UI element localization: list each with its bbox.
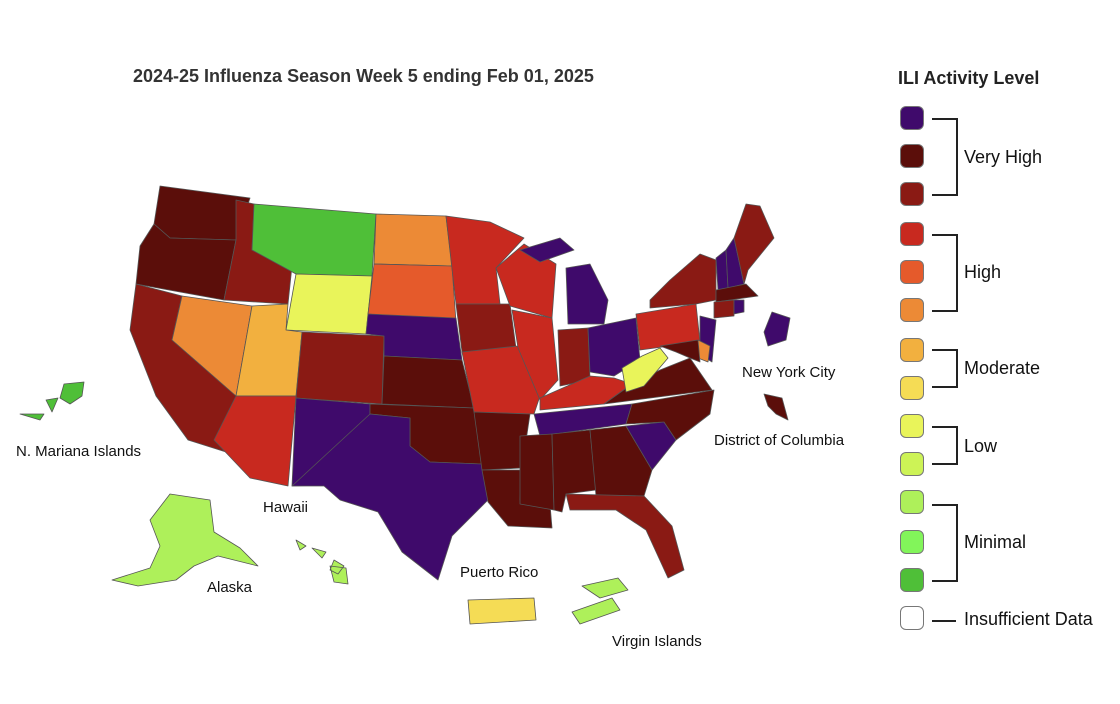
legend-swatch-level-12 — [900, 144, 924, 168]
state-wyoming[interactable] — [285, 273, 373, 335]
bracket-minimal — [932, 504, 958, 582]
legend-swatch-level-5 — [900, 414, 924, 438]
state-kansas[interactable] — [381, 355, 475, 409]
bracket-moderate — [932, 349, 958, 388]
legend-swatch-level-0 — [900, 606, 924, 630]
state-puerto-rico[interactable] — [467, 597, 537, 625]
state-n-mariana-islands[interactable] — [19, 381, 85, 421]
state-mississippi[interactable] — [519, 433, 555, 511]
legend-label-minimal: Minimal — [964, 532, 1027, 552]
label-virgin-islands: Virgin Islands — [612, 633, 702, 650]
legend-swatch-level-6 — [900, 376, 924, 400]
state-maryland[interactable] — [659, 339, 701, 363]
bracket-very-high — [932, 118, 958, 196]
state-rhode-island[interactable] — [733, 299, 745, 315]
legend-label-very-high: Very High — [964, 147, 1043, 167]
state-arizona[interactable] — [213, 395, 297, 487]
state-new-york-city[interactable] — [763, 311, 791, 347]
state-north-carolina[interactable] — [625, 389, 715, 441]
legend-swatch-level-7 — [900, 338, 924, 362]
map-title: 2024-25 Influenza Season Week 5 ending F… — [133, 66, 594, 86]
label-new-york-city: New York City — [742, 364, 836, 381]
legend-swatch-level-2 — [900, 530, 924, 554]
label-alaska: Alaska — [207, 579, 253, 596]
us-map: N. Mariana Islands Hawaii Alaska Puerto … — [16, 185, 845, 650]
state-florida[interactable] — [565, 493, 685, 579]
label-district-of-columbia: District of Columbia — [714, 432, 845, 449]
state-georgia[interactable] — [589, 425, 653, 497]
state-virgin-islands[interactable] — [571, 577, 629, 625]
state-massachusetts[interactable] — [715, 283, 759, 303]
label-hawaii: Hawaii — [263, 499, 308, 516]
label-n-mariana-islands: N. Mariana Islands — [16, 443, 141, 460]
state-missouri[interactable] — [461, 345, 541, 415]
legend-swatch-level-3 — [900, 490, 924, 514]
state-colorado[interactable] — [295, 331, 385, 405]
state-connecticut[interactable] — [713, 299, 735, 319]
state-wisconsin[interactable] — [495, 243, 557, 319]
state-new-york[interactable] — [649, 253, 717, 309]
bracket-high — [932, 234, 958, 312]
legend-swatch-level-4 — [900, 452, 924, 476]
legend-swatch-level-10 — [900, 222, 924, 246]
state-south-dakota[interactable] — [367, 263, 457, 323]
legend-label-high: High — [964, 262, 1002, 282]
legend-swatch-level-1 — [900, 568, 924, 592]
state-illinois[interactable] — [511, 309, 559, 401]
legend-swatch-level-9 — [900, 260, 924, 284]
state-north-dakota[interactable] — [373, 213, 453, 267]
state-michigan[interactable] — [519, 237, 609, 325]
legend-label-low: Low — [964, 436, 998, 456]
legend-label-moderate: Moderate — [964, 358, 1041, 378]
legend-swatch-level-11 — [900, 182, 924, 206]
state-west-virginia[interactable] — [621, 347, 669, 393]
state-iowa[interactable] — [455, 303, 517, 353]
legend-swatch-level-13 — [900, 106, 924, 130]
state-alaska[interactable] — [111, 493, 259, 587]
state-texas[interactable] — [291, 413, 489, 581]
legend-swatch-level-8 — [900, 298, 924, 322]
insufficient-connector — [932, 620, 956, 622]
state-indiana[interactable] — [557, 327, 591, 387]
legend-title: ILI Activity Level — [898, 68, 1040, 88]
legend-label-insufficient: Insufficient Data — [964, 609, 1093, 629]
state-district-of-columbia[interactable] — [763, 393, 789, 421]
state-hawaii[interactable] — [295, 539, 349, 585]
label-puerto-rico: Puerto Rico — [460, 564, 538, 581]
bracket-low — [932, 426, 958, 465]
